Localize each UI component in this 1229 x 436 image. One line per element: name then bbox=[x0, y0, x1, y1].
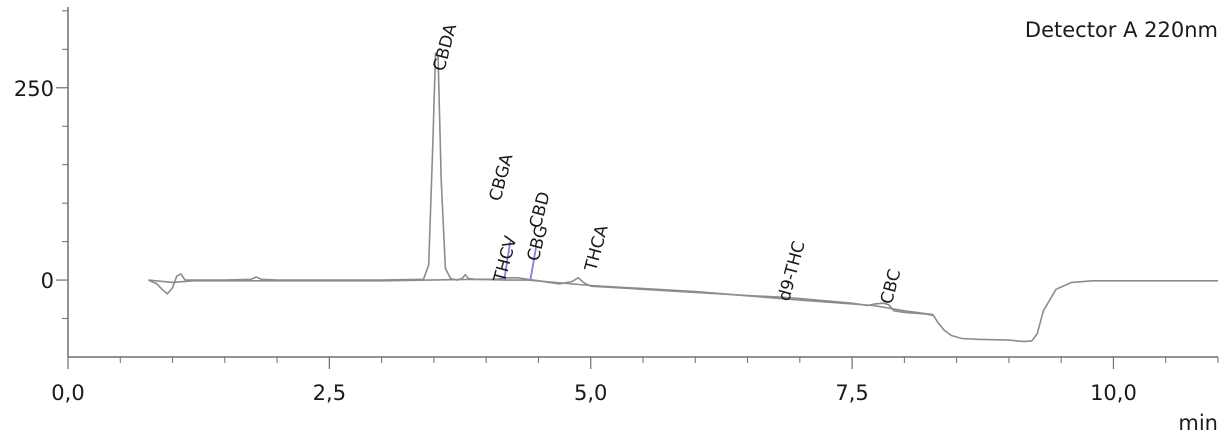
x-tick-label: 7,5 bbox=[835, 381, 868, 405]
x-axis-label: min bbox=[1178, 411, 1218, 435]
chart-title: Detector A 220nm bbox=[1025, 18, 1218, 42]
x-tick-label: 0,0 bbox=[51, 381, 84, 405]
peak-label: CBC bbox=[877, 267, 905, 306]
integration-mark bbox=[529, 245, 538, 281]
x-tick-label: 2,5 bbox=[313, 381, 346, 405]
baseline-trace bbox=[148, 278, 934, 316]
signal-trace bbox=[148, 52, 1218, 343]
axes: 0,0 2,5 5,0 7,5 10,0 0 250 bbox=[14, 7, 1219, 405]
peak-label: CBDA bbox=[430, 21, 462, 73]
y-tick-label: 0 bbox=[41, 269, 54, 293]
integration-mark bbox=[503, 241, 512, 281]
peak-label: THCA bbox=[581, 223, 613, 275]
peak-label: CBGA bbox=[486, 151, 518, 203]
traces bbox=[148, 52, 1218, 343]
peak-label: CBD bbox=[526, 190, 555, 231]
y-tick-label: 250 bbox=[14, 77, 54, 101]
x-tick-label: 5,0 bbox=[574, 381, 607, 405]
x-tick-label: 10,0 bbox=[1090, 381, 1137, 405]
peak-label: d9-THC bbox=[775, 239, 810, 303]
